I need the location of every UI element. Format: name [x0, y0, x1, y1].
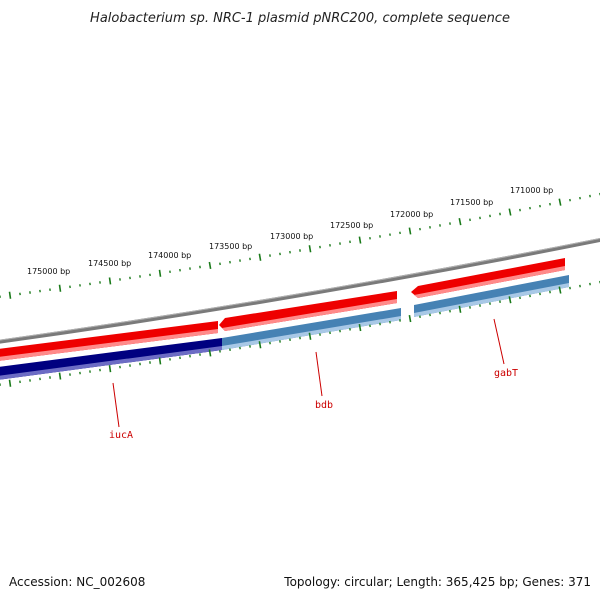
outer-scale-ruler	[0, 192, 600, 299]
outer-ruler-tick	[408, 227, 412, 235]
feature-arrow-1-shade	[0, 329, 218, 361]
inner-ruler-tick	[458, 305, 462, 313]
outer-ruler-tick	[108, 277, 112, 285]
inner-ruler-tick	[408, 314, 412, 323]
gene-label-iucA: iucA	[109, 430, 133, 441]
gene-label-bdb: bdb	[315, 400, 333, 411]
plasmid-backbone	[0, 237, 600, 344]
inner-ruler-tick	[558, 286, 562, 294]
outer-ruler-tick	[558, 198, 562, 206]
leader-iucA	[112, 382, 120, 428]
scale-labels: 175000 bp 174500 bp 174000 bp 173500 bp …	[27, 186, 553, 276]
leader-bdb	[315, 351, 323, 397]
cds-bdb-shade	[222, 316, 401, 350]
gene-label-gabT: gabT	[494, 368, 518, 379]
scale-label-174500: 174500 bp	[88, 259, 131, 268]
inner-ruler-tick	[208, 349, 212, 357]
feature-arrow-2	[219, 291, 397, 331]
feature-arrow-3-shade	[414, 266, 565, 298]
inner-ruler-tick	[358, 323, 362, 332]
scale-label-172000: 172000 bp	[390, 210, 433, 219]
scale-label-173000: 173000 bp	[270, 232, 313, 241]
outer-ruler-tick	[258, 253, 262, 261]
feature-arrow-3	[411, 258, 565, 298]
scale-label-174000: 174000 bp	[148, 251, 191, 260]
outer-ruler-tick	[458, 218, 462, 226]
outer-ruler-tick	[208, 261, 212, 270]
gene-labels: iucA bdb gabT	[109, 368, 518, 441]
outer-ruler-tick	[8, 291, 12, 299]
inner-ruler-tick	[108, 364, 112, 373]
cds-track	[0, 275, 569, 380]
outer-ruler-tick	[308, 245, 312, 253]
outer-ruler-tick	[508, 208, 512, 216]
accession-text: Accession: NC_002608	[9, 575, 145, 589]
inner-ruler-tick	[58, 372, 62, 380]
scale-label-175000: 175000 bp	[27, 267, 70, 276]
inner-ruler-tick	[258, 341, 262, 349]
outer-ruler-tick	[58, 284, 62, 292]
cds-gabT-shade	[414, 283, 569, 317]
map-title: Halobacterium sp. NRC-1 plasmid pNRC200,…	[90, 11, 510, 26]
cds-iucA-shade	[0, 346, 222, 380]
inner-ruler-tick	[308, 332, 312, 340]
inner-ruler-tick	[158, 357, 162, 365]
feature-track-red	[0, 258, 565, 361]
scale-label-173500: 173500 bp	[209, 242, 252, 251]
inner-ruler-tick	[508, 296, 512, 304]
scale-label-171500: 171500 bp	[450, 198, 493, 207]
inner-ruler-tick	[8, 379, 12, 387]
plasmid-backbone-highlight	[0, 237, 600, 341]
scale-label-172500: 172500 bp	[330, 221, 373, 230]
feature-arrow-2-shade	[222, 299, 397, 331]
gene-label-leaders	[112, 318, 505, 428]
outer-ruler-tick	[358, 236, 362, 244]
outer-ruler-tick	[158, 269, 162, 277]
topology-summary: Topology: circular; Length: 365,425 bp; …	[283, 575, 591, 589]
leader-gabT	[493, 318, 505, 365]
scale-label-171000: 171000 bp	[510, 186, 553, 195]
